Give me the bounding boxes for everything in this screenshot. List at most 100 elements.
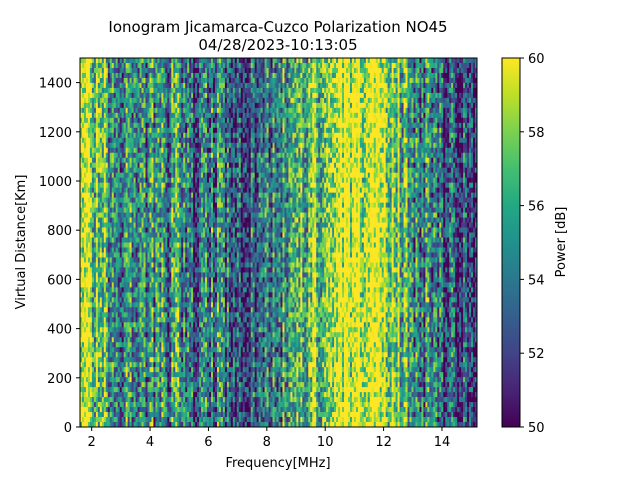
heatmap-cell [105,217,109,223]
heatmap-cell [199,212,202,218]
heatmap-cell [89,397,93,403]
heatmap-cell [179,372,182,378]
heatmap-cell [159,342,162,348]
heatmap-cell [129,157,132,164]
heatmap-cell [133,77,136,84]
heatmap-cell [91,317,95,323]
heatmap-cell [127,282,130,288]
heatmap-cell [141,287,144,293]
heatmap-cell [99,257,103,263]
heatmap-cell [147,417,150,423]
heatmap-cell [131,202,134,208]
heatmap-cell [181,422,184,428]
heatmap-cell [133,412,136,418]
heatmap-cell [199,272,202,278]
heatmap-cell [91,167,95,173]
heatmap-cell [133,382,136,388]
heatmap-cell [147,287,150,293]
heatmap-cell [127,192,130,198]
heatmap-cell [169,172,172,178]
heatmap-cell [169,317,172,323]
heatmap-cell [171,222,174,228]
heatmap-cell [157,197,160,203]
heatmap-cell [153,377,156,383]
heatmap-cell [115,272,119,278]
heatmap-cell [183,232,186,238]
heatmap-cell [147,367,150,373]
heatmap-cell [101,402,105,408]
heatmap-cell [113,102,117,109]
heatmap-cell [195,392,198,398]
heatmap-cell [133,232,136,238]
heatmap-cell [123,302,126,308]
heatmap-cell [151,112,154,119]
heatmap-cell [175,262,178,268]
heatmap-cell [91,237,95,243]
heatmap-cell [193,147,196,154]
heatmap-cell [81,322,85,328]
heatmap-cell [161,102,164,109]
heatmap-cell [127,172,130,178]
heatmap-cell [159,207,162,213]
heatmap-cell [81,357,85,363]
heatmap-cell [125,137,128,144]
heatmap-cell [207,212,210,218]
heatmap-cell [151,307,154,313]
heatmap-cell [97,347,101,353]
heatmap-cell [97,162,101,169]
heatmap-cell [181,117,184,124]
heatmap-cell [80,102,83,109]
heatmap-cell [139,247,142,253]
heatmap-cell [187,157,190,164]
heatmap-cell [127,402,130,408]
heatmap-cell [147,357,150,363]
heatmap-cell [191,132,194,139]
heatmap-cell [157,58,160,64]
heatmap-cell [167,107,170,114]
heatmap-cell [119,217,122,223]
heatmap-cell [95,252,99,258]
heatmap-cell [159,332,162,338]
heatmap-cell [123,102,126,109]
heatmap-cell [183,92,186,99]
heatmap-cell [179,247,182,253]
heatmap-cell [173,337,176,343]
heatmap-cell [137,407,140,413]
heatmap-cell [133,322,136,328]
heatmap-cell [209,292,212,298]
heatmap-cell [89,58,93,64]
heatmap-cell [189,117,192,124]
heatmap-cell [167,207,170,213]
heatmap-cell [209,107,212,114]
heatmap-cell [183,237,186,243]
heatmap-cell [185,267,188,273]
heatmap-cell [175,202,178,208]
heatmap-cell [187,167,190,173]
heatmap-cell [111,297,115,303]
heatmap-cell [85,347,89,353]
heatmap-cell [85,72,89,79]
heatmap-cell [187,177,190,183]
heatmap-cell [207,202,210,208]
heatmap-cell [175,87,178,94]
heatmap-cell [205,222,208,228]
heatmap-cell [201,402,204,408]
chart-title: Ionogram Jicamarca-Cuzco Polarization NO… [108,18,447,36]
heatmap-cell [97,207,101,213]
heatmap-cell [157,137,160,144]
heatmap-cell [123,307,126,313]
heatmap-cell [125,357,128,363]
heatmap-cell [187,217,190,223]
heatmap-cell [135,407,138,413]
heatmap-cell [123,362,126,368]
heatmap-cell [83,132,87,139]
heatmap-cell [181,267,184,273]
heatmap-cell [181,237,184,243]
heatmap-cell [149,397,152,403]
heatmap-cell [179,262,182,268]
heatmap-cell [179,212,182,218]
heatmap-cell [155,67,158,74]
heatmap-cell [147,267,150,273]
heatmap-cell [113,177,117,183]
heatmap-cell [167,417,170,423]
